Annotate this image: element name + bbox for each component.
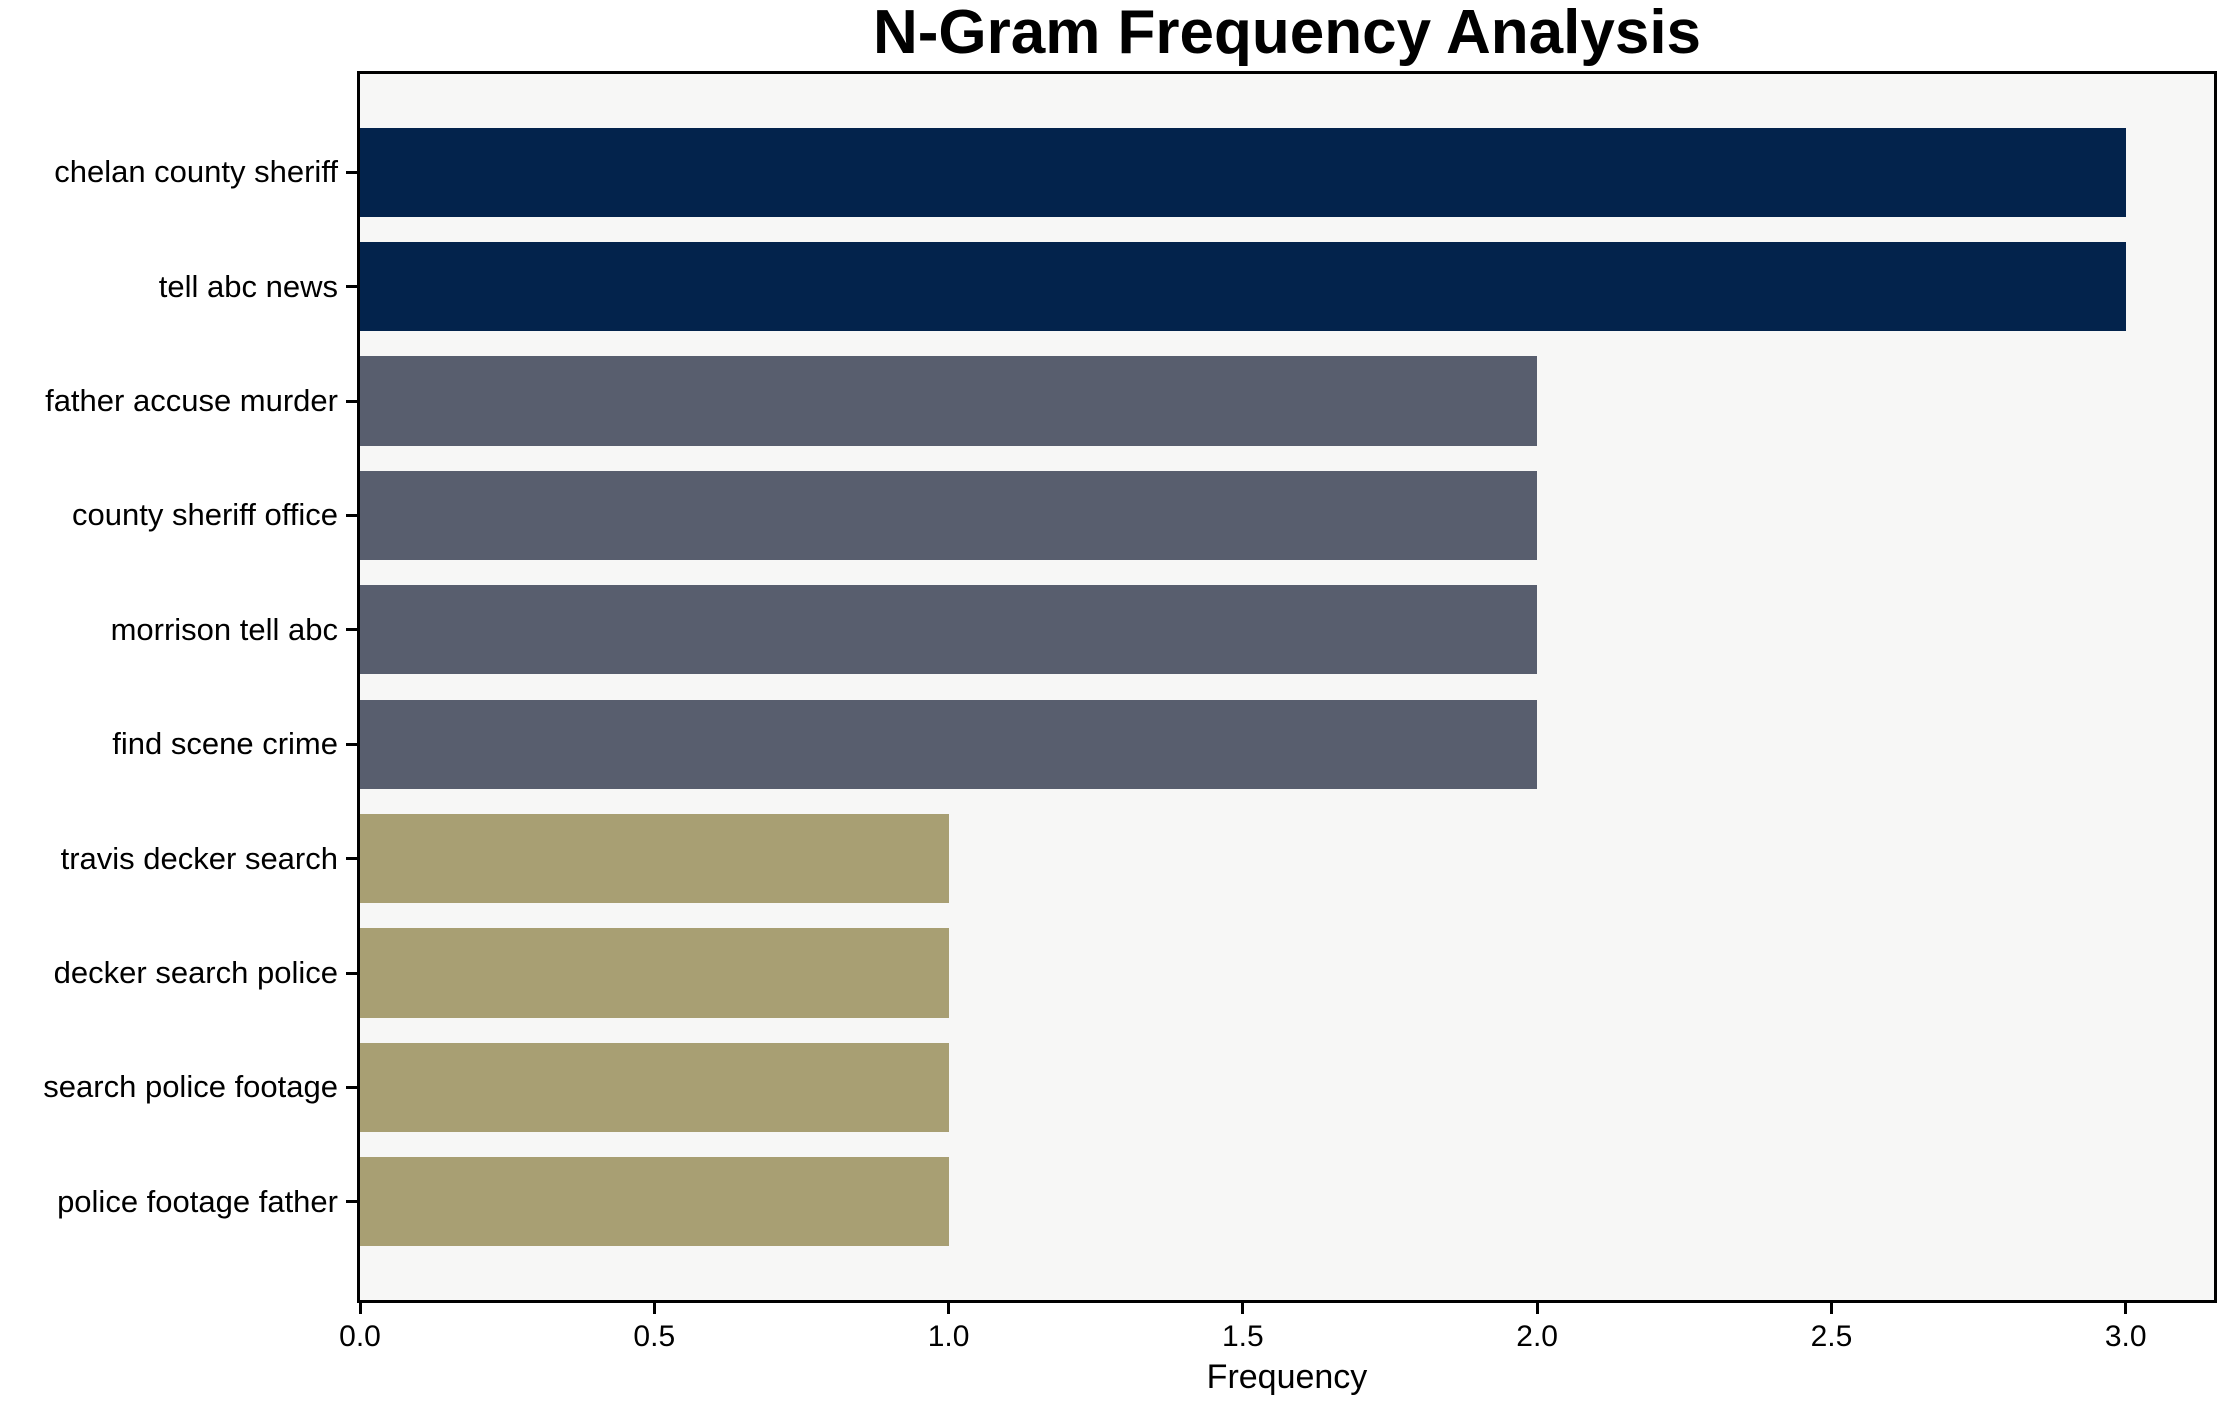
- y-tick-mark: [346, 513, 357, 517]
- y-tick-label: county sheriff office: [72, 497, 338, 533]
- bar: [360, 928, 949, 1018]
- x-tick-mark: [2124, 1303, 2128, 1314]
- x-tick-mark: [652, 1303, 656, 1314]
- plot-area: [357, 71, 2217, 1303]
- x-tick-label: 2.0: [1516, 1320, 1558, 1353]
- chart-title: N-Gram Frequency Analysis: [872, 0, 1702, 67]
- y-tick-label: father accuse murder: [45, 383, 338, 418]
- x-tick-mark: [358, 1303, 362, 1314]
- x-tick-mark: [1535, 1303, 1539, 1314]
- x-tick-mark: [1241, 1303, 1245, 1314]
- x-tick-label: 1.0: [927, 1320, 970, 1353]
- x-axis-label: Frequency: [1206, 1358, 1368, 1396]
- y-tick-label: travis decker search: [60, 840, 338, 876]
- bar: [360, 470, 1538, 560]
- bar: [360, 813, 949, 904]
- y-tick-mark: [346, 628, 357, 632]
- bar: [360, 241, 2126, 332]
- y-tick-mark: [346, 1085, 357, 1089]
- bar: [360, 1042, 949, 1132]
- x-tick-label: 0.5: [633, 1320, 676, 1353]
- bar: [360, 356, 1538, 446]
- x-tick-label: 0.0: [339, 1320, 381, 1353]
- x-tick-mark: [947, 1303, 951, 1314]
- x-tick-label: 1.5: [1221, 1320, 1264, 1353]
- y-tick-label: search police footage: [43, 1069, 338, 1105]
- y-tick-mark: [346, 170, 357, 174]
- y-tick-label: tell abc news: [158, 268, 338, 304]
- x-tick-label: 3.0: [2104, 1320, 2147, 1353]
- bar: [360, 585, 1538, 675]
- y-tick-mark: [346, 971, 357, 975]
- bar: [360, 127, 2126, 217]
- x-tick-label: 2.5: [1810, 1320, 1853, 1353]
- y-tick-label: find scene crime: [112, 726, 338, 762]
- y-tick-label: police footage father: [57, 1183, 338, 1219]
- y-tick-mark: [346, 742, 357, 746]
- y-tick-mark: [346, 399, 357, 403]
- y-tick-label: chelan county sheriff: [54, 154, 338, 190]
- y-tick-mark: [346, 857, 357, 861]
- bar: [360, 1157, 949, 1247]
- y-tick-mark: [346, 285, 357, 289]
- y-tick-mark: [346, 1200, 357, 1204]
- y-tick-label: morrison tell abc: [110, 611, 338, 647]
- x-tick-mark: [1829, 1303, 1833, 1314]
- bar: [360, 699, 1538, 789]
- y-tick-label: decker search police: [53, 955, 338, 990]
